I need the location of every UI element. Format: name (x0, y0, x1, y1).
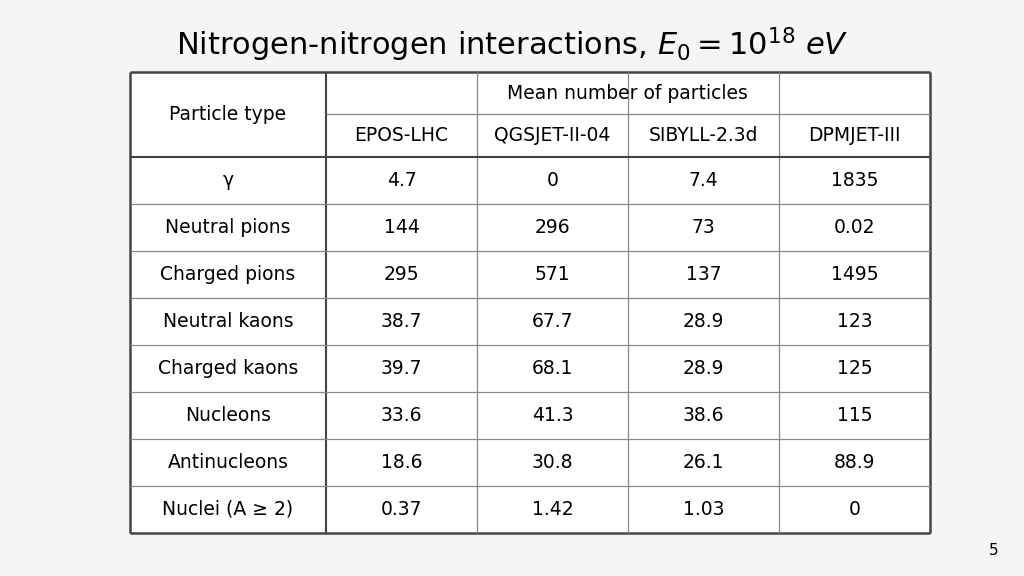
Text: 137: 137 (685, 265, 721, 284)
Text: 571: 571 (535, 265, 570, 284)
Text: 30.8: 30.8 (531, 453, 573, 472)
Text: 144: 144 (384, 218, 420, 237)
Text: 26.1: 26.1 (683, 453, 724, 472)
Text: Charged kaons: Charged kaons (158, 359, 298, 378)
Text: 33.6: 33.6 (381, 406, 422, 425)
Text: 67.7: 67.7 (531, 312, 573, 331)
Text: 0.02: 0.02 (834, 218, 876, 237)
Text: 4.7: 4.7 (387, 171, 417, 190)
Text: 28.9: 28.9 (683, 359, 724, 378)
Text: 39.7: 39.7 (381, 359, 422, 378)
Text: 125: 125 (837, 359, 872, 378)
Text: 295: 295 (384, 265, 419, 284)
Text: 296: 296 (535, 218, 570, 237)
Text: γ: γ (222, 171, 233, 190)
Text: 73: 73 (691, 218, 715, 237)
Text: EPOS-LHC: EPOS-LHC (354, 126, 449, 145)
Text: 123: 123 (837, 312, 872, 331)
Text: 1.42: 1.42 (531, 500, 573, 519)
Text: 0: 0 (547, 171, 558, 190)
Text: Nuclei (A ≥ 2): Nuclei (A ≥ 2) (163, 500, 294, 519)
Text: Nucleons: Nucleons (185, 406, 271, 425)
Text: 115: 115 (837, 406, 872, 425)
Text: 1.03: 1.03 (683, 500, 724, 519)
Text: Neutral kaons: Neutral kaons (163, 312, 293, 331)
Text: 38.7: 38.7 (381, 312, 422, 331)
Text: 18.6: 18.6 (381, 453, 422, 472)
Text: 0: 0 (848, 500, 860, 519)
Text: 1495: 1495 (830, 265, 879, 284)
Text: 7.4: 7.4 (688, 171, 718, 190)
Text: 1835: 1835 (830, 171, 878, 190)
Text: Charged pions: Charged pions (161, 265, 296, 284)
Text: Nitrogen-nitrogen interactions, $E_0 = 10^{18}$ $eV$: Nitrogen-nitrogen interactions, $E_0 = 1… (176, 26, 848, 65)
Text: 28.9: 28.9 (683, 312, 724, 331)
Text: 68.1: 68.1 (531, 359, 573, 378)
Text: Particle type: Particle type (169, 105, 287, 124)
Text: 38.6: 38.6 (683, 406, 724, 425)
Text: 5: 5 (989, 543, 998, 558)
Text: Mean number of particles: Mean number of particles (508, 84, 749, 103)
Text: 88.9: 88.9 (834, 453, 876, 472)
Text: DPMJET-III: DPMJET-III (808, 126, 900, 145)
Bar (130, 72, 930, 533)
Text: SIBYLL-2.3d: SIBYLL-2.3d (648, 126, 758, 145)
Text: QGSJET-II-04: QGSJET-II-04 (495, 126, 610, 145)
Text: Neutral pions: Neutral pions (165, 218, 291, 237)
Text: 0.37: 0.37 (381, 500, 422, 519)
Text: Antinucleons: Antinucleons (168, 453, 289, 472)
Text: 41.3: 41.3 (531, 406, 573, 425)
